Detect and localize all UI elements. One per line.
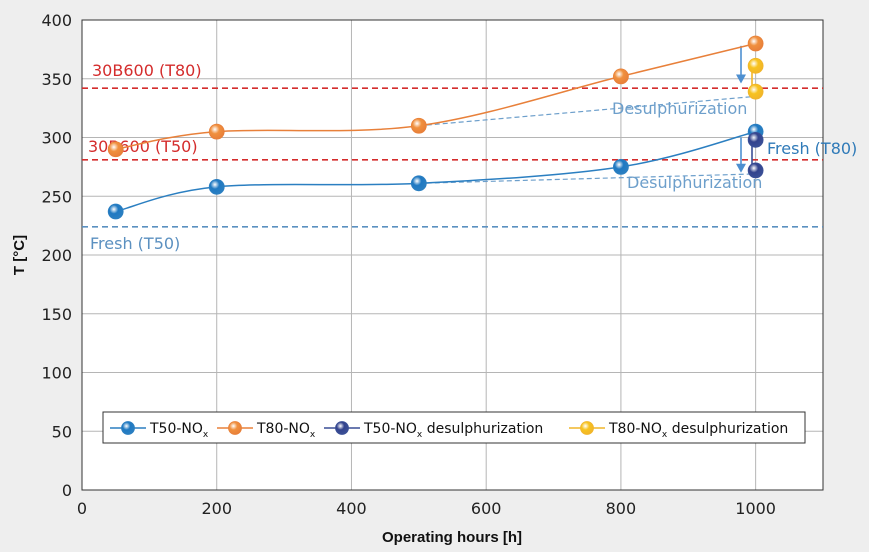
tick-labels: 0 200 400 600 800 1000 0 50 100 150 200 250 300 350 40… [41, 11, 776, 518]
desulphurization-label: Desulphurization [627, 173, 762, 192]
y-tick-label: 150 [41, 305, 72, 324]
legend-label: T50-NOx [149, 421, 209, 440]
legend-marker [580, 421, 594, 435]
desulphurization-trend-line [418, 173, 756, 184]
data-point [107, 141, 124, 158]
data-point [613, 68, 629, 85]
fresh-t80-label: Fresh (T80) [767, 139, 857, 158]
x-tick-label: 600 [471, 499, 502, 518]
legend-marker [335, 421, 349, 435]
legend-marker [228, 421, 242, 435]
annotations: Desulphurization Desulphurization Fresh (T… [418, 45, 857, 192]
y-axis-title: T [°C] [11, 235, 28, 275]
legend-label: T80-NOx desulphurization [608, 421, 788, 440]
desulphurization-arrow [736, 137, 746, 173]
reference-line-label: Fresh (T50) [90, 234, 180, 253]
x-tick-label: 800 [606, 499, 637, 518]
y-tick-label: 400 [41, 11, 72, 30]
data-point [747, 131, 764, 148]
y-tick-label: 50 [52, 422, 72, 441]
series-markers [107, 35, 764, 220]
plot-frame [81, 19, 824, 491]
data-point [747, 57, 764, 74]
y-tick-label: 0 [62, 481, 72, 500]
data-point [747, 83, 764, 100]
y-tick-label: 300 [41, 129, 72, 148]
desulphurization-label: Desulphurization [612, 99, 747, 118]
y-tick-label: 100 [41, 364, 72, 383]
desulphurization-arrow [736, 45, 746, 84]
legend-label: T50-NOx desulphurization [363, 421, 543, 440]
data-point [410, 175, 427, 192]
x-tick-label: 1000 [735, 499, 776, 518]
x-axis-title: Operating hours [h] [382, 529, 522, 546]
y-tick-label: 350 [41, 70, 72, 89]
data-point [747, 162, 764, 179]
reference-line-label: 30B600 (T50) [88, 137, 198, 156]
legend-label: T80-NOx [256, 421, 316, 440]
y-tick-label: 250 [41, 187, 72, 206]
data-point [410, 117, 427, 134]
data-point [107, 203, 124, 220]
x-tick-label: 400 [336, 499, 367, 518]
data-point [613, 158, 629, 175]
legend-marker [121, 421, 135, 435]
data-point [208, 178, 225, 195]
y-tick-label: 200 [41, 246, 72, 265]
data-point [747, 35, 764, 52]
desulphurization-trend-line [418, 95, 756, 127]
data-point [208, 123, 225, 140]
x-tick-label: 0 [77, 499, 87, 518]
legend: T50-NOx T80-NOx T50-NOx desulphurization T8… [102, 411, 806, 444]
reference-line-label: 30B600 (T80) [92, 61, 202, 80]
x-tick-label: 200 [201, 499, 232, 518]
